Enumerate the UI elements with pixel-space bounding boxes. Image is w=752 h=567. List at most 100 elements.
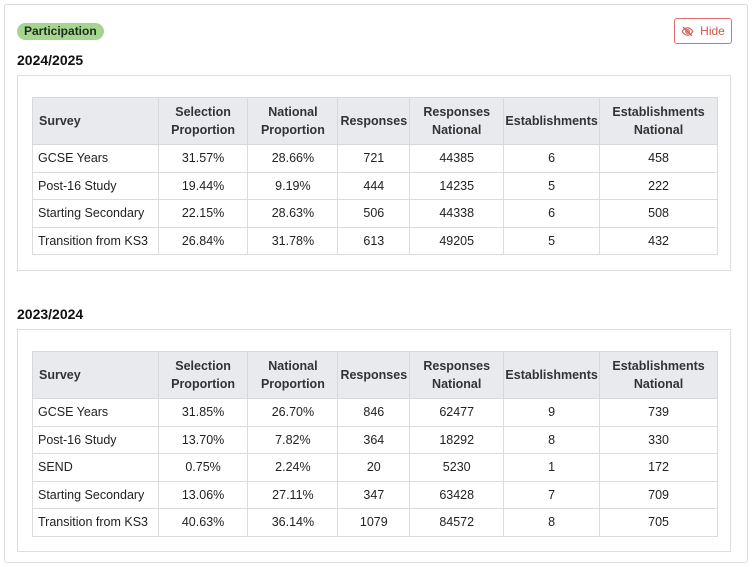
cell-responses: 1079 — [337, 508, 411, 537]
cell-survey: Transition from KS3 — [32, 226, 159, 255]
cell-responses-national: 5230 — [409, 453, 505, 482]
column-header-text: Responses — [340, 114, 408, 128]
column-header-text: National — [268, 105, 318, 119]
cell-establishments: 6 — [503, 199, 601, 228]
column-header-establishments-national: Establishments National — [599, 351, 718, 399]
cell-establishments-national: 222 — [599, 171, 718, 200]
cell-establishments-national: 739 — [599, 398, 718, 427]
hide-button-label: Hide — [700, 24, 725, 38]
cell-responses: 846 — [337, 398, 411, 427]
cell-establishments: 5 — [503, 226, 601, 255]
column-header-text: Responses — [340, 368, 408, 382]
cell-responses: 347 — [337, 480, 411, 509]
column-header-text: Proportion — [171, 377, 235, 391]
column-header-responses-national: Responses National — [409, 97, 505, 145]
cell-responses: 613 — [337, 226, 411, 255]
column-header-text: Responses — [423, 105, 491, 119]
cell-national-proportion: 27.11% — [247, 480, 339, 509]
cell-responses: 364 — [337, 425, 411, 454]
column-header-responses: Responses — [337, 97, 411, 145]
table-row: Starting Secondary 22.15% 28.63% 506 44338 6 5… — [32, 199, 718, 228]
table-header-row: Survey Selection Proportion National Proport… — [32, 97, 718, 145]
table-row: Starting Secondary 13.06% 27.11% 347 63428 7 7… — [32, 480, 718, 509]
cell-responses: 721 — [337, 144, 411, 173]
cell-responses-national: 44338 — [409, 199, 505, 228]
participation-table: Survey Selection Proportion National Proport… — [32, 351, 718, 537]
cell-selection-proportion: 26.84% — [157, 226, 249, 255]
cell-establishments: 1 — [503, 453, 601, 482]
cell-establishments: 7 — [503, 480, 601, 509]
column-header-text: Responses — [423, 359, 491, 373]
cell-responses-national: 49205 — [409, 226, 505, 255]
cell-selection-proportion: 19.44% — [157, 171, 249, 200]
participation-table: Survey Selection Proportion National Proport… — [32, 97, 718, 255]
cell-selection-proportion: 13.70% — [157, 425, 249, 454]
column-header-responses: Responses — [337, 351, 411, 399]
cell-national-proportion: 28.66% — [247, 144, 339, 173]
cell-selection-proportion: 0.75% — [157, 453, 249, 482]
cell-survey: Transition from KS3 — [32, 508, 159, 537]
column-header-text: Proportion — [260, 377, 325, 391]
column-header-text: Selection — [175, 105, 231, 119]
column-header-survey: Survey — [32, 351, 159, 399]
table-row: Post-16 Study 13.70% 7.82% 364 18292 8 330 — [32, 425, 718, 454]
cell-responses-national: 63428 — [409, 480, 505, 509]
cell-national-proportion: 36.14% — [247, 508, 339, 537]
cell-establishments: 5 — [503, 171, 601, 200]
column-header-establishments: Establishments — [503, 97, 601, 145]
cell-responses: 444 — [337, 171, 411, 200]
cell-survey: GCSE Years — [32, 398, 159, 427]
column-header-establishments: Establishments — [503, 351, 601, 399]
column-header-text: Establishments — [505, 368, 598, 382]
cell-establishments-national: 458 — [599, 144, 718, 173]
cell-national-proportion: 26.70% — [247, 398, 339, 427]
column-header-text: Establishments — [505, 114, 598, 128]
cell-survey: GCSE Years — [32, 144, 159, 173]
column-header-national-proportion: National Proportion — [247, 97, 339, 145]
cell-national-proportion: 31.78% — [247, 226, 339, 255]
cell-establishments: 8 — [503, 508, 601, 537]
cell-selection-proportion: 13.06% — [157, 480, 249, 509]
column-header-text: National — [432, 123, 482, 137]
cell-responses-national: 84572 — [409, 508, 505, 537]
column-header-selection-proportion: Selection Proportion — [157, 97, 249, 145]
column-header-text: National — [633, 123, 684, 137]
cell-survey: SEND — [32, 453, 159, 482]
cell-responses-national: 14235 — [409, 171, 505, 200]
cell-responses-national: 44385 — [409, 144, 505, 173]
cell-selection-proportion: 22.15% — [157, 199, 249, 228]
column-header-survey: Survey — [32, 97, 159, 145]
column-header-text: Proportion — [260, 123, 325, 137]
hide-button[interactable]: Hide — [674, 18, 732, 44]
participation-badge: Participation — [17, 23, 104, 40]
column-header-text: Establishments — [612, 359, 705, 373]
cell-survey: Starting Secondary — [32, 199, 159, 228]
column-header-responses-national: Responses National — [409, 351, 505, 399]
column-header-text: Survey — [39, 114, 81, 128]
column-header-text: Survey — [39, 368, 81, 382]
cell-responses: 20 — [337, 453, 411, 482]
participation-panel: Participation Hide 2024/2025 Survey Selec… — [4, 4, 748, 563]
cell-selection-proportion: 40.63% — [157, 508, 249, 537]
year-heading: 2024/2025 — [17, 52, 84, 68]
participation-card: Survey Selection Proportion National Proport… — [17, 329, 731, 552]
cell-establishments-national: 432 — [599, 226, 718, 255]
cell-establishments-national: 508 — [599, 199, 718, 228]
column-header-text: National — [432, 377, 482, 391]
year-heading: 2023/2024 — [17, 306, 84, 322]
column-header-text: Proportion — [171, 123, 235, 137]
cell-establishments-national: 172 — [599, 453, 718, 482]
table-row: Post-16 Study 19.44% 9.19% 444 14235 5 222 — [32, 171, 718, 200]
column-header-text: Selection — [175, 359, 231, 373]
cell-establishments-national: 705 — [599, 508, 718, 537]
cell-responses: 506 — [337, 199, 411, 228]
cell-national-proportion: 2.24% — [247, 453, 339, 482]
cell-national-proportion: 7.82% — [247, 425, 339, 454]
column-header-text: Establishments — [612, 105, 705, 119]
table-row: Transition from KS3 40.63% 36.14% 1079 84572… — [32, 508, 718, 537]
eye-slash-icon — [681, 26, 694, 36]
cell-national-proportion: 9.19% — [247, 171, 339, 200]
column-header-text: National — [268, 359, 318, 373]
cell-responses-national: 62477 — [409, 398, 505, 427]
cell-selection-proportion: 31.57% — [157, 144, 249, 173]
